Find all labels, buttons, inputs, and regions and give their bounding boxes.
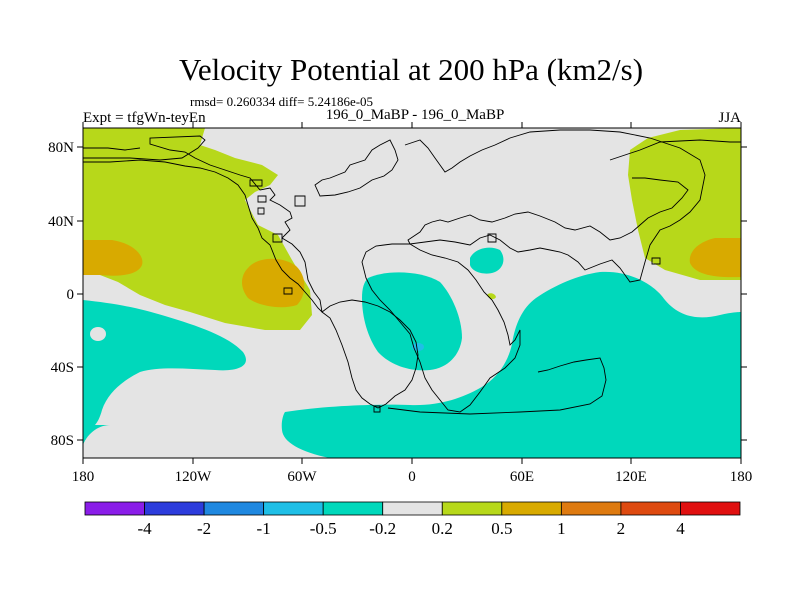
contour-negative-south-america [362,272,462,371]
contour-orange-pacific-east [83,240,143,276]
colorbar-swatch [322,501,384,516]
y-tick-label: 80S [51,433,74,449]
coastline-arctic [83,139,741,161]
colorbar-label: 0.2 [432,519,453,538]
coastline-eurasia [404,129,706,283]
colorbar-label: 4 [676,519,685,538]
colorbar-swatch [501,501,562,516]
contour-negative-southern-ocean [83,425,110,445]
colorbar-swatch [84,501,145,516]
colorbar-label: -1 [257,519,271,538]
colorbar-swatch [263,501,324,516]
colorbar-label: -2 [197,519,211,538]
x-tick-label: 0 [408,469,416,485]
y-tick-label: 80N [48,140,74,156]
coastline-australia-antarctica [387,357,607,415]
contour-negative-indian-ocean [281,271,741,458]
colorbar-label: -4 [137,519,152,538]
colorbar-label: 2 [617,519,626,538]
map-panel [83,128,741,458]
colorbar-swatch [382,501,443,516]
contour-orange-pacific-west [689,238,741,278]
contour-minimum-south-america [412,343,424,351]
coastline-south-america [321,299,419,409]
colorbar-label: 1 [557,519,566,538]
coastline-north-america [83,135,323,314]
x-tick-label: 180 [72,469,95,485]
x-tick-label: 120W [175,469,213,485]
map-title: Velocity Potential at 200 hPa (km2/s) [178,52,644,87]
coastlines [83,129,741,415]
coastline-islands [249,179,661,413]
x-tick-label: 60W [287,469,317,485]
stats-label: rmsd= 0.260334 diff= 5.24186e-05 [190,94,374,109]
x-tick-label: 120E [615,469,647,485]
colorbar-label: -0.5 [310,519,337,538]
y-tick-label: 0 [67,287,75,303]
x-tick-label: 180 [730,469,753,485]
colorbar-swatch [680,501,741,516]
colorbar [84,501,741,516]
colorbar-swatch [144,501,205,516]
x-tick-label: 60E [510,469,534,485]
season-label: JJA [718,110,741,126]
colorbar-label: 0.5 [491,519,512,538]
contour-negative-arabian-sea [470,247,504,274]
y-tick-label: 40S [51,360,74,376]
colorbar-label: -0.2 [369,519,396,538]
colorbar-swatch [560,501,622,516]
contour-orange-mexico [242,258,305,308]
contour-negative-south-pacific-east [83,300,246,430]
y-tick-label: 40N [48,214,74,230]
contour-minimum-south-pacific [90,327,106,341]
colorbar-labels: -4 -2 -1 -0.5 -0.2 0.2 0.5 1 2 4 [137,519,685,538]
colorbar-swatch [620,501,681,516]
colorbar-swatch [203,501,265,516]
colorbar-swatch [441,501,503,516]
coastline-greenland [314,139,399,197]
case-label: 196_0_MaBP - 196_0_MaBP [325,107,505,123]
coastline-africa [361,243,521,413]
tick-marks [77,122,747,464]
experiment-label: Expt = tfgWn-teyEn [83,110,206,126]
